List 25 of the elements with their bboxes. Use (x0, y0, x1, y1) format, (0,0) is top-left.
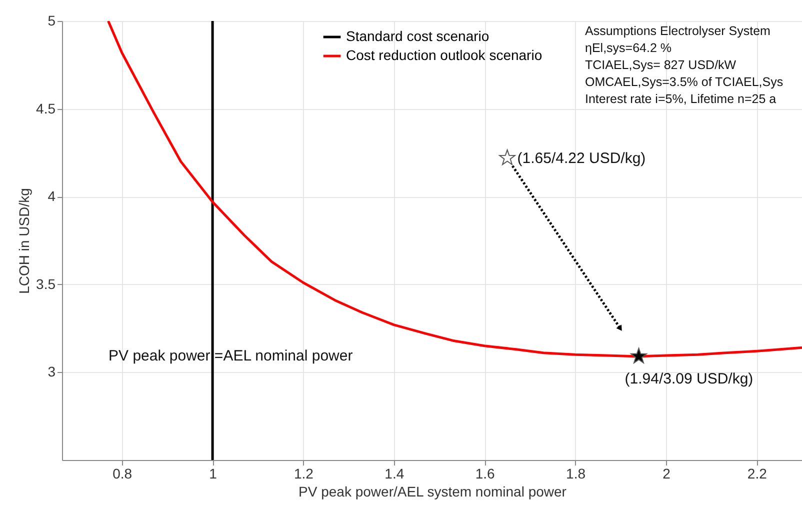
x-tick-label: 1 (209, 466, 218, 482)
annotation: Interest rate i=5%, Lifetime n=25 a (585, 92, 776, 106)
annotation: (1.94/3.09 USD/kg) (624, 370, 754, 388)
x-tick-label: 0.8 (112, 466, 132, 482)
annotation: Assumptions Electrolyser System (585, 24, 770, 38)
y-tick-label: 4 (48, 188, 56, 204)
annotation: PV peak power =AEL nominal power (108, 347, 353, 364)
y-tick-label: 3.5 (36, 276, 56, 292)
x-tick-label: 1.4 (384, 466, 404, 482)
x-tick-label: 1.2 (294, 466, 314, 482)
annotation: OMCAEL,Sys=3.5% of TCIAEL,Sys (585, 75, 784, 89)
y-tick-label: 5 (48, 12, 56, 28)
x-tick-label: 2 (662, 466, 671, 482)
legend-label: Standard cost scenario (346, 28, 490, 44)
legend-label: Cost reduction outlook scenario (346, 47, 542, 63)
annotation: TCIAEL,Sys= 827 USD/kW (585, 58, 736, 72)
x-tick-label: 2.2 (747, 466, 768, 482)
y-tick-label: 4.5 (36, 100, 56, 116)
x-tick-label: 1.6 (475, 466, 496, 482)
annotation: ηEl,sys=64.2 % (585, 41, 672, 55)
x-tick-label: 1.8 (566, 466, 586, 482)
y-tick-label: 3 (48, 364, 56, 380)
y-axis-title: LCOH in USD/kg (16, 188, 32, 294)
x-axis-title: PV peak power/AEL system nominal power (298, 484, 567, 500)
annotation: (1.65/4.22 USD/kg) (517, 150, 646, 167)
